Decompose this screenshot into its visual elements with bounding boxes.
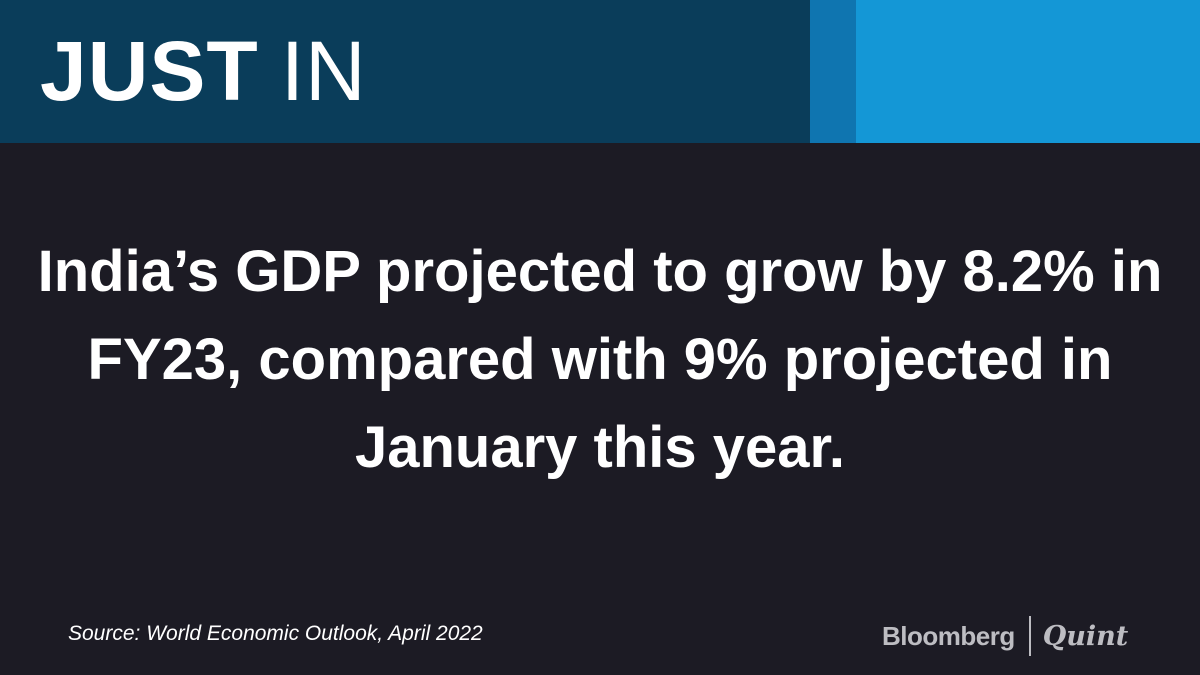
banner-accent-block bbox=[856, 0, 1200, 143]
logo-divider bbox=[1028, 616, 1031, 656]
headline-text: India’s GDP projected to grow by 8.2% in… bbox=[37, 239, 1163, 480]
logo-brand-primary: Bloomberg bbox=[882, 620, 1015, 651]
banner-title-light: IN bbox=[280, 24, 367, 118]
logo-brand-secondary: Quint bbox=[1042, 620, 1129, 652]
header-banner: JUST IN bbox=[0, 0, 1200, 143]
publisher-logo: Bloomberg Quint bbox=[882, 612, 1128, 660]
banner-title: JUST IN bbox=[40, 26, 367, 116]
source-caption: Source: World Economic Outlook, April 20… bbox=[68, 622, 483, 645]
banner-title-bold: JUST bbox=[40, 24, 259, 118]
banner-accent-stripe bbox=[810, 0, 856, 143]
